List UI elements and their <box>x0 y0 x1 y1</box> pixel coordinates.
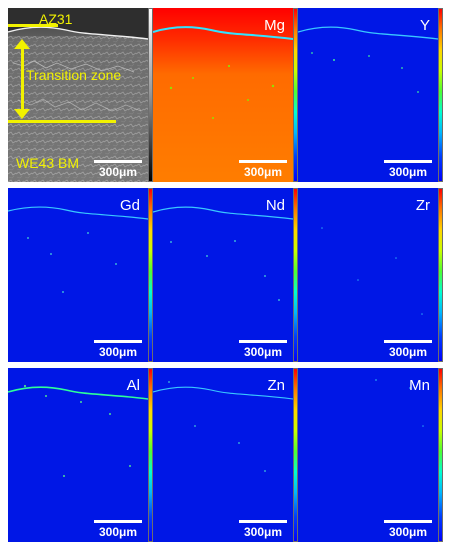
zn-scale-bar-line <box>239 520 287 523</box>
gd-element-label: Gd <box>119 197 140 214</box>
transition-zone-bottom-line <box>8 120 116 123</box>
nd-colorbar <box>293 188 298 362</box>
al-scale-bar-label: 300μm <box>98 525 138 539</box>
mn-element-label: Mn <box>409 377 430 394</box>
nd-map-panel: Nd 300μm <box>153 188 293 362</box>
y-scale-bar-line <box>384 160 432 163</box>
zn-scale-bar: 300μm <box>239 520 287 538</box>
mn-map-image <box>298 368 438 542</box>
mg-scale-bar: 300μm <box>239 160 287 178</box>
al-element-label: Al <box>126 377 140 394</box>
mg-colorbar <box>293 8 298 182</box>
sem-scale-bar-line <box>94 160 142 163</box>
gd-scale-bar: 300μm <box>94 340 142 358</box>
nd-scale-bar: 300μm <box>239 340 287 358</box>
zn-element-label: Zn <box>267 377 285 394</box>
y-map-panel: Y 300μm <box>298 8 438 182</box>
mn-scale-bar-label: 300μm <box>388 525 428 539</box>
mn-colorbar <box>438 368 443 542</box>
mg-map-image <box>153 8 293 182</box>
y-colorbar <box>438 8 443 182</box>
nd-scale-bar-label: 300μm <box>243 345 283 359</box>
al-colorbar <box>148 368 153 542</box>
mn-map-panel: Mn 300μm <box>298 368 438 542</box>
zr-scale-bar: 300μm <box>384 340 432 358</box>
sem-colorbar <box>148 8 153 182</box>
y-element-label: Y <box>419 17 430 34</box>
gd-map-panel: Gd 300μm <box>8 188 148 362</box>
mg-element-label: Mg <box>264 17 285 34</box>
zr-colorbar <box>438 188 443 362</box>
transition-zone-arrow-head-bottom <box>14 109 30 119</box>
transition-zone-label: Transition zone <box>26 67 122 83</box>
mn-scale-bar: 300μm <box>384 520 432 538</box>
zr-scale-bar-line <box>384 340 432 343</box>
sem-micrograph <box>8 8 148 182</box>
mg-scale-bar-label: 300μm <box>243 165 283 179</box>
zr-element-label: Zr <box>415 197 430 214</box>
gd-map-image <box>8 188 148 362</box>
sem-panel: AZ31 Transition zone WE43 BM 300μm <box>8 8 148 182</box>
y-scale-bar-label: 300μm <box>388 165 428 179</box>
mg-scale-bar-line <box>239 160 287 163</box>
zn-scale-bar-label: 300μm <box>243 525 283 539</box>
sem-scale-bar: 300μm <box>94 160 142 178</box>
mn-scale-bar-line <box>384 520 432 523</box>
nd-element-label: Nd <box>265 197 285 214</box>
al-scale-bar: 300μm <box>94 520 142 538</box>
al-map-panel: Al 300μm <box>8 368 148 542</box>
y-map-image <box>298 8 438 182</box>
sem-scale-bar-label: 300μm <box>98 165 138 179</box>
zr-scale-bar-label: 300μm <box>388 345 428 359</box>
zn-colorbar <box>293 368 298 542</box>
mg-map-panel: Mg 300μm <box>153 8 293 182</box>
we43-label: WE43 BM <box>16 155 80 171</box>
y-scale-bar: 300μm <box>384 160 432 178</box>
gd-colorbar <box>148 188 153 362</box>
nd-scale-bar-line <box>239 340 287 343</box>
az31-label: AZ31 <box>39 11 73 27</box>
gd-scale-bar-label: 300μm <box>98 345 138 359</box>
zr-map-panel: Zr 300μm <box>298 188 438 362</box>
al-scale-bar-line <box>94 520 142 523</box>
gd-scale-bar-line <box>94 340 142 343</box>
transition-zone-arrow-head-top <box>14 39 30 49</box>
transition-zone-arrow-shaft <box>21 46 24 114</box>
zn-map-image <box>153 368 293 542</box>
az31-marker-line <box>8 24 58 27</box>
al-map-image <box>8 368 148 542</box>
zn-map-panel: Zn 300μm <box>153 368 293 542</box>
nd-map-image <box>153 188 293 362</box>
zr-map-image <box>298 188 438 362</box>
